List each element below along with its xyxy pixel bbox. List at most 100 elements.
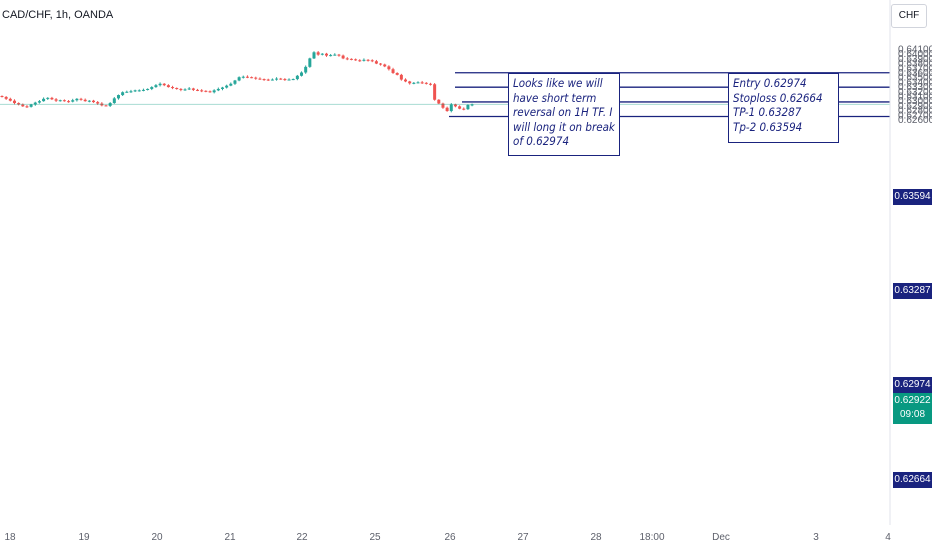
candle-body bbox=[150, 87, 154, 89]
candle-body bbox=[408, 81, 412, 84]
candle-body bbox=[358, 60, 362, 62]
candle-body bbox=[262, 79, 266, 81]
candle-body bbox=[25, 106, 29, 108]
time-axis: 18 19 20 21 22 25 26 27 28 18:00 Dec 3 4 bbox=[4, 532, 891, 543]
candle-body bbox=[4, 96, 8, 99]
price-tick-label: 0.64000 bbox=[898, 49, 932, 60]
candle-body bbox=[33, 102, 37, 105]
time-tick-label: 20 bbox=[151, 532, 163, 543]
tp1-price-tag: 0.63287 bbox=[893, 283, 932, 299]
analysis-note[interactable]: Looks like we will have short term rever… bbox=[508, 73, 620, 156]
candle-body bbox=[270, 79, 274, 81]
time-tick-label: Dec bbox=[712, 532, 730, 543]
stoploss-price-tag: 0.62664 bbox=[893, 472, 932, 488]
candle-body bbox=[208, 91, 212, 93]
candle-body bbox=[462, 108, 466, 110]
candle-body bbox=[171, 87, 175, 89]
levels-note[interactable]: Entry 0.62974 Stoploss 0.62664 TP-1 0.63… bbox=[728, 73, 839, 143]
candle-body bbox=[229, 83, 233, 86]
candle-body bbox=[50, 97, 54, 100]
price-tick-label: 0.63700 bbox=[898, 63, 932, 74]
candle-body bbox=[258, 78, 262, 80]
current-price-value: 0.62922 bbox=[894, 395, 931, 406]
candle-body bbox=[416, 82, 420, 84]
candle-body bbox=[137, 90, 141, 92]
candle-body bbox=[295, 75, 299, 80]
candle-body bbox=[412, 82, 416, 84]
candle-body bbox=[179, 88, 183, 90]
time-tick-label: 3 bbox=[813, 532, 819, 543]
price-tick-label: 0.63400 bbox=[898, 77, 932, 88]
candle-body bbox=[200, 90, 204, 92]
price-axis: 0.641000.640000.639000.638000.637000.636… bbox=[898, 45, 932, 127]
candle-body bbox=[383, 64, 387, 67]
candle-body bbox=[204, 90, 208, 92]
candle-body bbox=[337, 54, 341, 56]
price-tick-label: 0.64100 bbox=[898, 45, 932, 56]
candle-body bbox=[449, 104, 453, 112]
candle-body bbox=[116, 95, 120, 99]
candle-body bbox=[146, 88, 150, 90]
candle-body bbox=[433, 84, 437, 100]
price-tick-label: 0.63300 bbox=[898, 82, 932, 93]
candle-body bbox=[453, 104, 457, 107]
price-tick-label: 0.63200 bbox=[898, 87, 932, 98]
candle-body bbox=[395, 72, 399, 75]
candle-body bbox=[341, 55, 345, 59]
candle-body bbox=[154, 85, 158, 88]
candle-body bbox=[58, 100, 62, 102]
candle-body bbox=[445, 107, 449, 112]
candle-body bbox=[420, 82, 424, 84]
bar-countdown: 09:08 bbox=[899, 409, 926, 420]
candle-body bbox=[96, 102, 100, 104]
price-tick-label: 0.63500 bbox=[898, 73, 932, 84]
candle-body bbox=[158, 83, 162, 86]
candle-body bbox=[470, 104, 474, 106]
candle-body bbox=[304, 66, 308, 73]
time-tick-label: 18:00 bbox=[639, 532, 664, 543]
candle-body bbox=[391, 69, 395, 73]
price-tick-label: 0.63100 bbox=[898, 92, 932, 103]
candle-body bbox=[254, 77, 258, 79]
candle-body bbox=[324, 53, 328, 56]
candle-body bbox=[37, 101, 41, 103]
candle-body bbox=[333, 54, 337, 56]
candle-body bbox=[46, 97, 50, 99]
candle-body bbox=[75, 98, 79, 101]
candle-body bbox=[308, 58, 312, 67]
candle-body bbox=[354, 59, 358, 61]
time-tick-label: 18 bbox=[4, 532, 16, 543]
entry-price-tag: 0.62974 bbox=[893, 377, 932, 393]
time-tick-label: 28 bbox=[590, 532, 602, 543]
candle-body bbox=[399, 74, 403, 80]
candle-body bbox=[233, 80, 237, 84]
currency-button[interactable]: CHF bbox=[891, 4, 927, 28]
candle-body bbox=[387, 66, 391, 70]
time-tick-label: 21 bbox=[224, 532, 236, 543]
candle-body bbox=[92, 100, 96, 103]
candle-body bbox=[42, 98, 46, 102]
candle-body bbox=[112, 98, 116, 104]
candle-body bbox=[175, 88, 179, 90]
candle-body bbox=[404, 79, 408, 82]
candle-body bbox=[54, 99, 58, 101]
candle-body bbox=[245, 76, 249, 78]
candle-body bbox=[87, 100, 91, 102]
candle-body bbox=[0, 96, 4, 97]
candle-body bbox=[374, 61, 378, 64]
candle-body bbox=[437, 99, 441, 104]
candle-body bbox=[212, 90, 216, 93]
candle-body bbox=[121, 92, 125, 96]
price-tick-label: 0.62900 bbox=[898, 101, 932, 112]
candle-body bbox=[162, 83, 166, 86]
candle-body bbox=[428, 83, 432, 85]
candle-body bbox=[283, 79, 287, 81]
candle-body bbox=[125, 91, 129, 93]
candle-body bbox=[100, 103, 104, 106]
tp2-price-tag: 0.63594 bbox=[893, 189, 932, 205]
candle-body bbox=[250, 77, 254, 79]
candle-body bbox=[424, 82, 428, 84]
candle-body bbox=[79, 98, 83, 100]
price-tick-label: 0.62800 bbox=[898, 106, 932, 117]
